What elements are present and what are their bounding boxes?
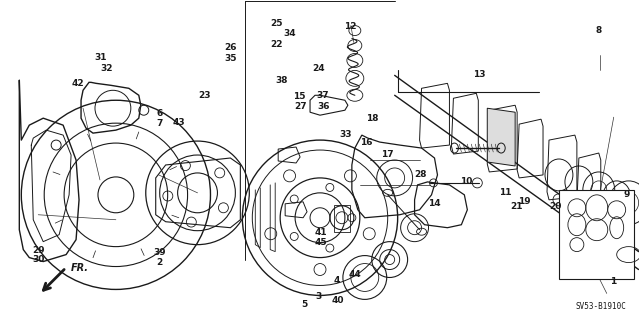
Text: 4: 4 — [334, 276, 340, 285]
Text: 42: 42 — [72, 79, 84, 88]
Text: 6: 6 — [156, 109, 163, 118]
Text: 33: 33 — [339, 130, 352, 139]
Text: 35: 35 — [225, 54, 237, 63]
Text: 23: 23 — [198, 92, 211, 100]
Text: 29: 29 — [32, 246, 45, 255]
Text: 32: 32 — [100, 63, 113, 72]
Text: 25: 25 — [271, 19, 283, 28]
Text: 44: 44 — [349, 270, 362, 279]
Text: 24: 24 — [312, 63, 324, 72]
Text: 10: 10 — [460, 177, 473, 186]
Text: 12: 12 — [344, 22, 357, 31]
Text: SV53-B1910C: SV53-B1910C — [576, 302, 627, 311]
Text: 28: 28 — [415, 170, 427, 179]
Text: 38: 38 — [275, 76, 288, 85]
Text: 37: 37 — [317, 92, 330, 100]
Text: 30: 30 — [32, 255, 45, 264]
Text: 20: 20 — [550, 202, 562, 211]
Text: 18: 18 — [366, 114, 378, 123]
Text: 14: 14 — [428, 199, 441, 208]
Text: 2: 2 — [156, 258, 163, 267]
Text: 1: 1 — [610, 277, 616, 286]
Text: 26: 26 — [225, 43, 237, 52]
Text: 34: 34 — [283, 29, 296, 38]
Text: 3: 3 — [316, 292, 322, 301]
Text: 31: 31 — [94, 53, 106, 62]
Text: 16: 16 — [360, 138, 372, 147]
Text: 8: 8 — [596, 26, 602, 35]
Polygon shape — [487, 108, 515, 166]
Text: 15: 15 — [293, 92, 306, 101]
Text: 36: 36 — [317, 102, 330, 111]
Text: FR.: FR. — [71, 263, 89, 272]
Text: 43: 43 — [172, 117, 185, 127]
Text: 11: 11 — [499, 188, 511, 197]
Bar — [559, 190, 634, 279]
Text: 22: 22 — [271, 40, 283, 49]
Text: 40: 40 — [332, 296, 344, 305]
Text: 45: 45 — [315, 238, 328, 247]
Text: 19: 19 — [518, 197, 530, 206]
Text: 17: 17 — [381, 150, 393, 159]
Text: 39: 39 — [153, 248, 166, 257]
Text: 5: 5 — [301, 300, 307, 309]
Text: 21: 21 — [510, 202, 522, 211]
Text: 7: 7 — [156, 119, 163, 129]
Text: 41: 41 — [315, 228, 328, 237]
Text: 27: 27 — [294, 102, 307, 111]
Text: 13: 13 — [473, 70, 486, 79]
Text: 9: 9 — [624, 190, 630, 199]
